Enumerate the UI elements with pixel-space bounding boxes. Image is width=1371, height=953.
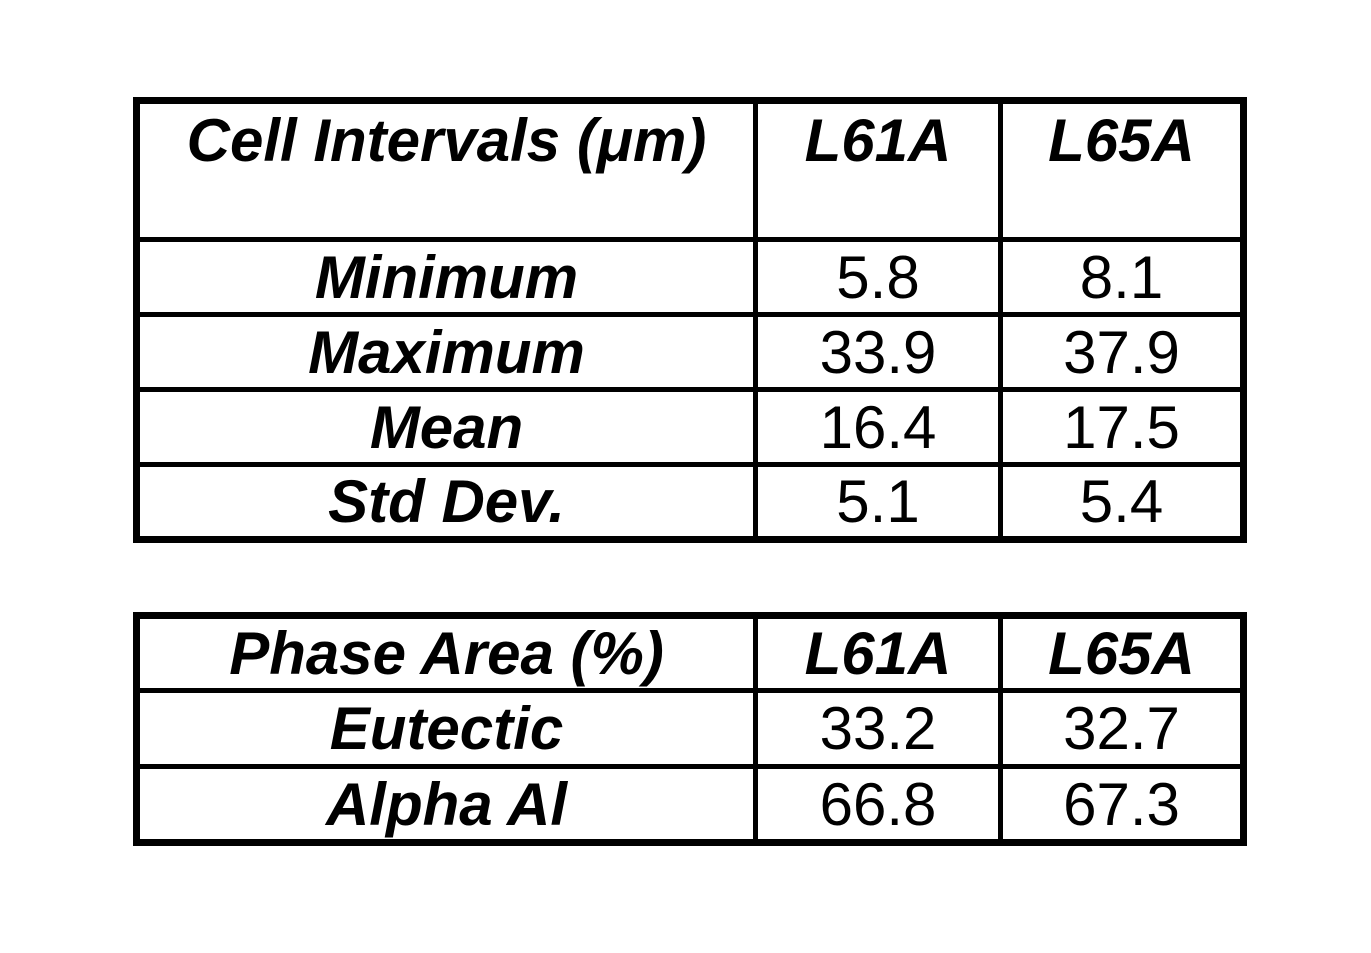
phase-area-title: Phase Area (%) — [134, 613, 758, 693]
row-label-eutectic: Eutectic — [134, 688, 758, 769]
cell-intervals-header-row: Cell Intervals (μm) L61A L65A — [134, 98, 1246, 242]
phase-area-header-row: Phase Area (%) L61A L65A — [134, 613, 1246, 693]
value-mean-l65a: 17.5 — [998, 387, 1246, 467]
row-label-minimum: Minimum — [134, 237, 758, 317]
table-row-eutectic: Eutectic 33.2 32.7 — [134, 688, 1246, 769]
value-minimum-l65a: 8.1 — [998, 237, 1246, 317]
column-header-l65a: L65A — [998, 98, 1246, 242]
value-minimum-l61a: 5.8 — [753, 237, 1003, 317]
phase-area-table: Phase Area (%) L61A L65A Eutectic 33.2 3… — [133, 612, 1247, 846]
value-stddev-l61a: 5.1 — [753, 462, 1003, 542]
table-row-minimum: Minimum 5.8 8.1 — [134, 237, 1246, 317]
table-row-stddev: Std Dev. 5.1 5.4 — [134, 462, 1246, 542]
cell-intervals-table: Cell Intervals (μm) L61A L65A Minimum 5.… — [133, 97, 1247, 543]
row-label-stddev: Std Dev. — [134, 462, 758, 542]
value-alpha-al-l65a: 67.3 — [998, 764, 1246, 845]
table-row-mean: Mean 16.4 17.5 — [134, 387, 1246, 467]
table-row-maximum: Maximum 33.9 37.9 — [134, 312, 1246, 392]
value-maximum-l65a: 37.9 — [998, 312, 1246, 392]
value-stddev-l65a: 5.4 — [998, 462, 1246, 542]
column-header-l61a: L61A — [753, 613, 1003, 693]
value-eutectic-l65a: 32.7 — [998, 688, 1246, 769]
cell-intervals-title: Cell Intervals (μm) — [134, 98, 758, 242]
row-label-alpha-al: Alpha Al — [134, 764, 758, 845]
column-header-l61a: L61A — [753, 98, 1003, 242]
row-label-maximum: Maximum — [134, 312, 758, 392]
row-label-mean: Mean — [134, 387, 758, 467]
value-eutectic-l61a: 33.2 — [753, 688, 1003, 769]
value-maximum-l61a: 33.9 — [753, 312, 1003, 392]
value-mean-l61a: 16.4 — [753, 387, 1003, 467]
table-row-alpha-al: Alpha Al 66.8 67.3 — [134, 764, 1246, 845]
column-header-l65a: L65A — [998, 613, 1246, 693]
value-alpha-al-l61a: 66.8 — [753, 764, 1003, 845]
